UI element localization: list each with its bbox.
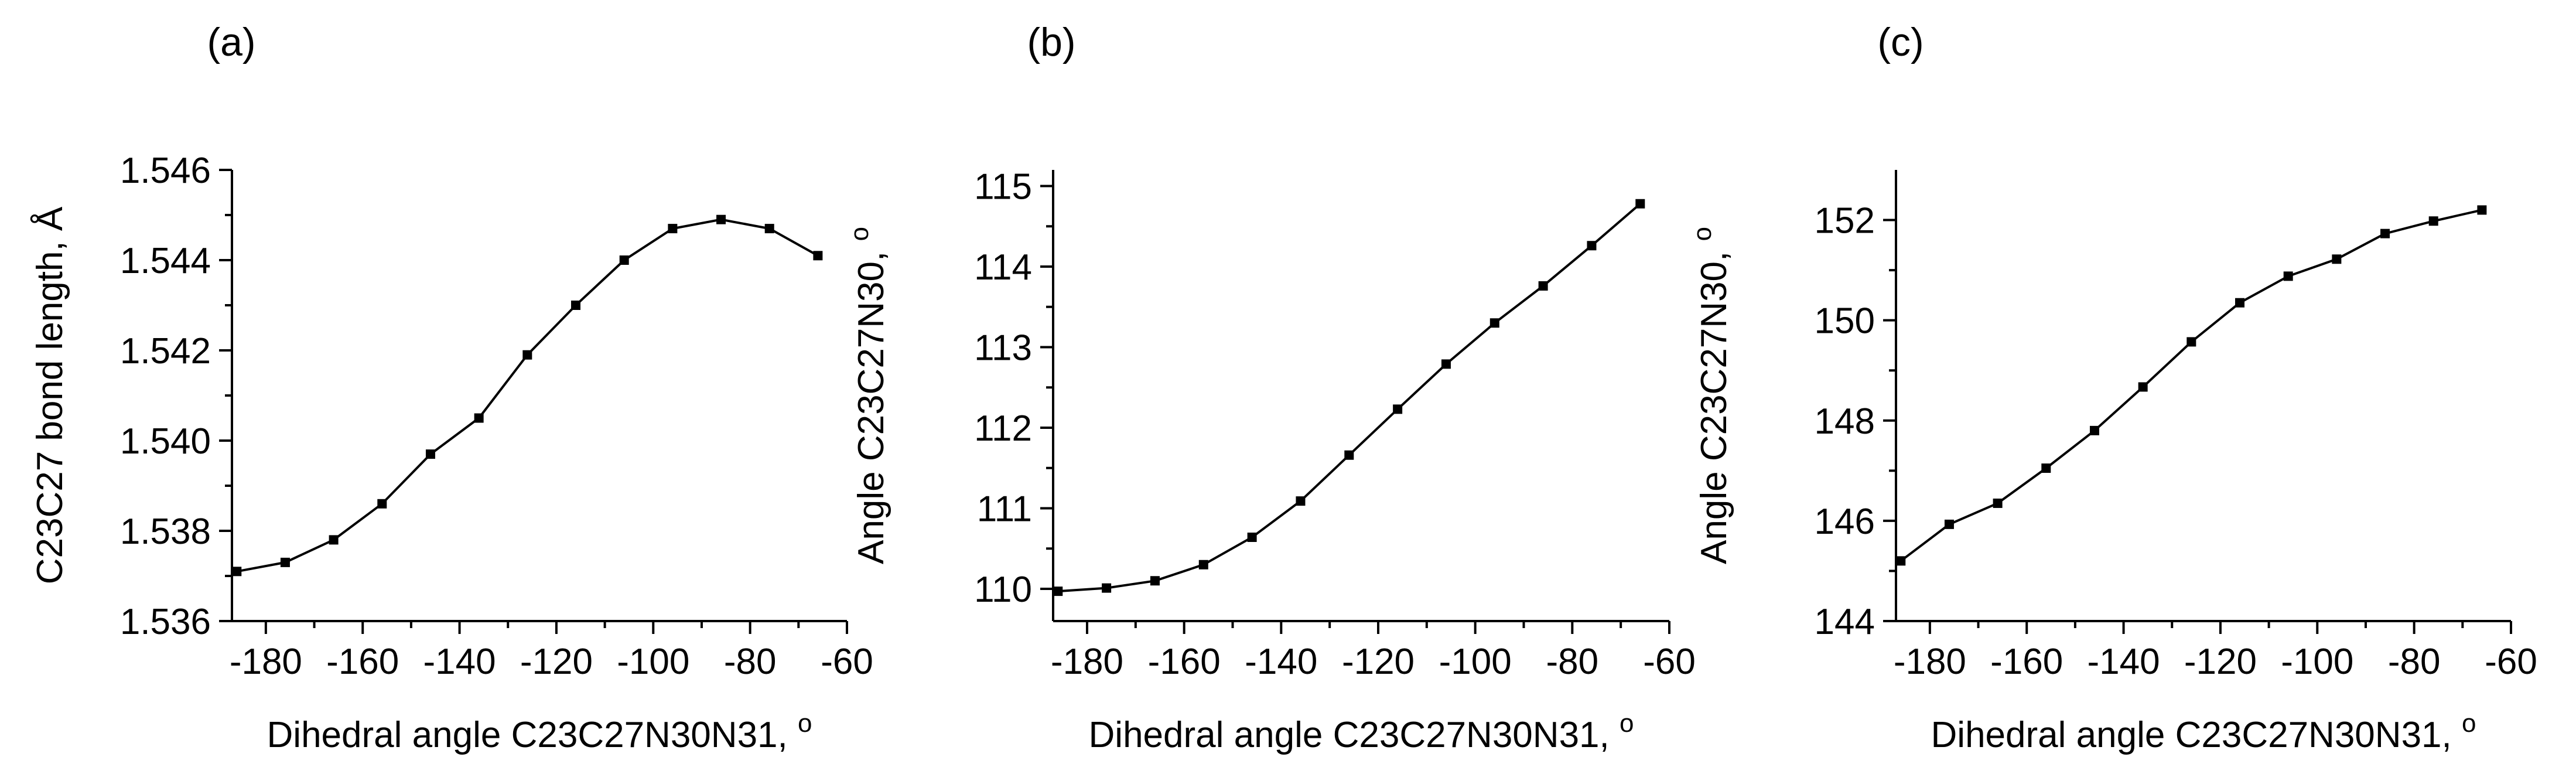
- data-point: [377, 499, 387, 509]
- data-point: [1587, 241, 1597, 251]
- y-tick-label: 112: [974, 408, 1032, 449]
- x-tick-label: -60: [821, 642, 873, 682]
- panel-c: (c) -180 -160 -140 -120 -100 -80 -60 144 146 148 1…: [1688, 20, 2537, 755]
- data-point: [764, 224, 774, 234]
- data-point: [522, 350, 532, 360]
- y-axis-title: Angle C23C27N30, o: [1688, 227, 1734, 564]
- y-axis-title: Angle C23C27N30, o: [845, 227, 891, 564]
- data-point: [1053, 586, 1063, 596]
- data-point: [425, 449, 435, 459]
- panel-b: (b) -180 -160 -140 -120 -100 -80 -60 110 111 112 1…: [845, 20, 1696, 755]
- data-point: [1489, 318, 1499, 328]
- x-axis-title: Dihedral angle C23C27N30N31, o: [1931, 709, 2476, 755]
- data-point: [1247, 533, 1257, 542]
- data-point: [2380, 229, 2390, 238]
- x-tick-label: -120: [2184, 642, 2257, 682]
- data-point: [813, 251, 823, 261]
- x-tick-label: -100: [1439, 642, 1512, 682]
- data-point: [716, 214, 726, 224]
- x-tick-label: -140: [423, 642, 496, 682]
- x-tick-label: -120: [1342, 642, 1415, 682]
- data-point: [2428, 216, 2438, 226]
- data-point: [1441, 359, 1451, 369]
- data-point: [1635, 199, 1645, 209]
- y-tick-label: 150: [1815, 301, 1875, 342]
- y-tick-label: 1.544: [120, 241, 211, 281]
- x-tick-label: -160: [1990, 642, 2063, 682]
- data-point: [232, 567, 242, 577]
- x-tick-label: -140: [1245, 642, 1317, 682]
- x-tick-label: -160: [1148, 642, 1221, 682]
- y-tick-label: 110: [974, 570, 1032, 610]
- data-point: [619, 255, 629, 265]
- x-tick-label: -100: [617, 642, 689, 682]
- series-line: [1058, 203, 1641, 593]
- data-point: [474, 413, 484, 423]
- y-axis-unit: o: [845, 227, 874, 241]
- data-point: [2332, 254, 2342, 264]
- x-axis-unit: o: [798, 709, 812, 738]
- y-axis-title: C23C27 bond length, Å: [30, 206, 70, 584]
- y-tick-label: 111: [977, 489, 1032, 530]
- y-axis-unit: Å: [30, 206, 70, 231]
- series-line: [1900, 209, 2482, 562]
- x-tick-label: -180: [1051, 642, 1123, 682]
- x-axis-title: Dihedral angle C23C27N30N31, o: [1089, 709, 1634, 755]
- x-axis-unit: o: [1620, 709, 1634, 738]
- data-point: [1296, 496, 1306, 506]
- panel-label: (a): [207, 20, 255, 64]
- y-tick-label: 113: [974, 328, 1032, 369]
- y-tick-label: 148: [1815, 401, 1875, 442]
- x-tick-label: -120: [520, 642, 593, 682]
- y-tick-label: 114: [974, 247, 1032, 288]
- x-axis-unit: o: [2462, 709, 2476, 738]
- x-tick-label: -140: [2088, 642, 2160, 682]
- x-tick-label: -80: [2388, 642, 2441, 682]
- x-tick-label: -180: [230, 642, 302, 682]
- data-point: [668, 224, 678, 234]
- x-tick-label: -80: [724, 642, 777, 682]
- y-tick-label: 1.536: [120, 602, 211, 642]
- series-line: [236, 218, 819, 573]
- y-tick-label: 1.540: [120, 421, 211, 462]
- data-point: [2089, 425, 2099, 435]
- data-point: [1198, 560, 1208, 570]
- panel-a: (a) -180 -160 -140 -120 -100 -80 -60 1.536 1.538…: [30, 20, 873, 755]
- y-tick-label: 1.546: [120, 151, 211, 191]
- panel-label: (c): [1877, 20, 1924, 64]
- y-tick-label: 152: [1815, 201, 1875, 241]
- data-point: [1896, 556, 1906, 566]
- data-point: [1993, 498, 2003, 508]
- panel-label: (b): [1027, 20, 1075, 64]
- x-axis-title: Dihedral angle C23C27N30N31, o: [267, 709, 812, 755]
- x-tick-label: -100: [2281, 642, 2353, 682]
- data-point: [329, 535, 339, 545]
- data-point: [1344, 450, 1354, 460]
- data-point: [2138, 382, 2148, 392]
- data-point: [1393, 404, 1403, 414]
- x-tick-label: -60: [2485, 642, 2537, 682]
- x-tick-label: -60: [1643, 642, 1696, 682]
- y-tick-label: 146: [1815, 502, 1875, 542]
- data-point: [1150, 576, 1160, 586]
- y-tick-label: 144: [1815, 602, 1875, 642]
- data-point: [2041, 463, 2051, 473]
- x-tick-label: -180: [1894, 642, 1966, 682]
- data-point: [280, 557, 290, 567]
- data-point: [1102, 583, 1112, 593]
- data-point: [2186, 337, 2196, 347]
- data-point: [1538, 281, 1548, 291]
- data-point: [571, 301, 581, 310]
- data-point: [2283, 271, 2293, 281]
- data-point: [2477, 205, 2487, 215]
- x-tick-label: -80: [1546, 642, 1599, 682]
- y-tick-label: 1.538: [120, 512, 211, 552]
- y-tick-label: 1.542: [120, 331, 211, 371]
- x-tick-label: -160: [326, 642, 399, 682]
- y-axis-unit: o: [1688, 227, 1717, 241]
- data-point: [1944, 519, 1954, 529]
- data-point: [2235, 298, 2245, 308]
- y-tick-label: 115: [974, 167, 1032, 207]
